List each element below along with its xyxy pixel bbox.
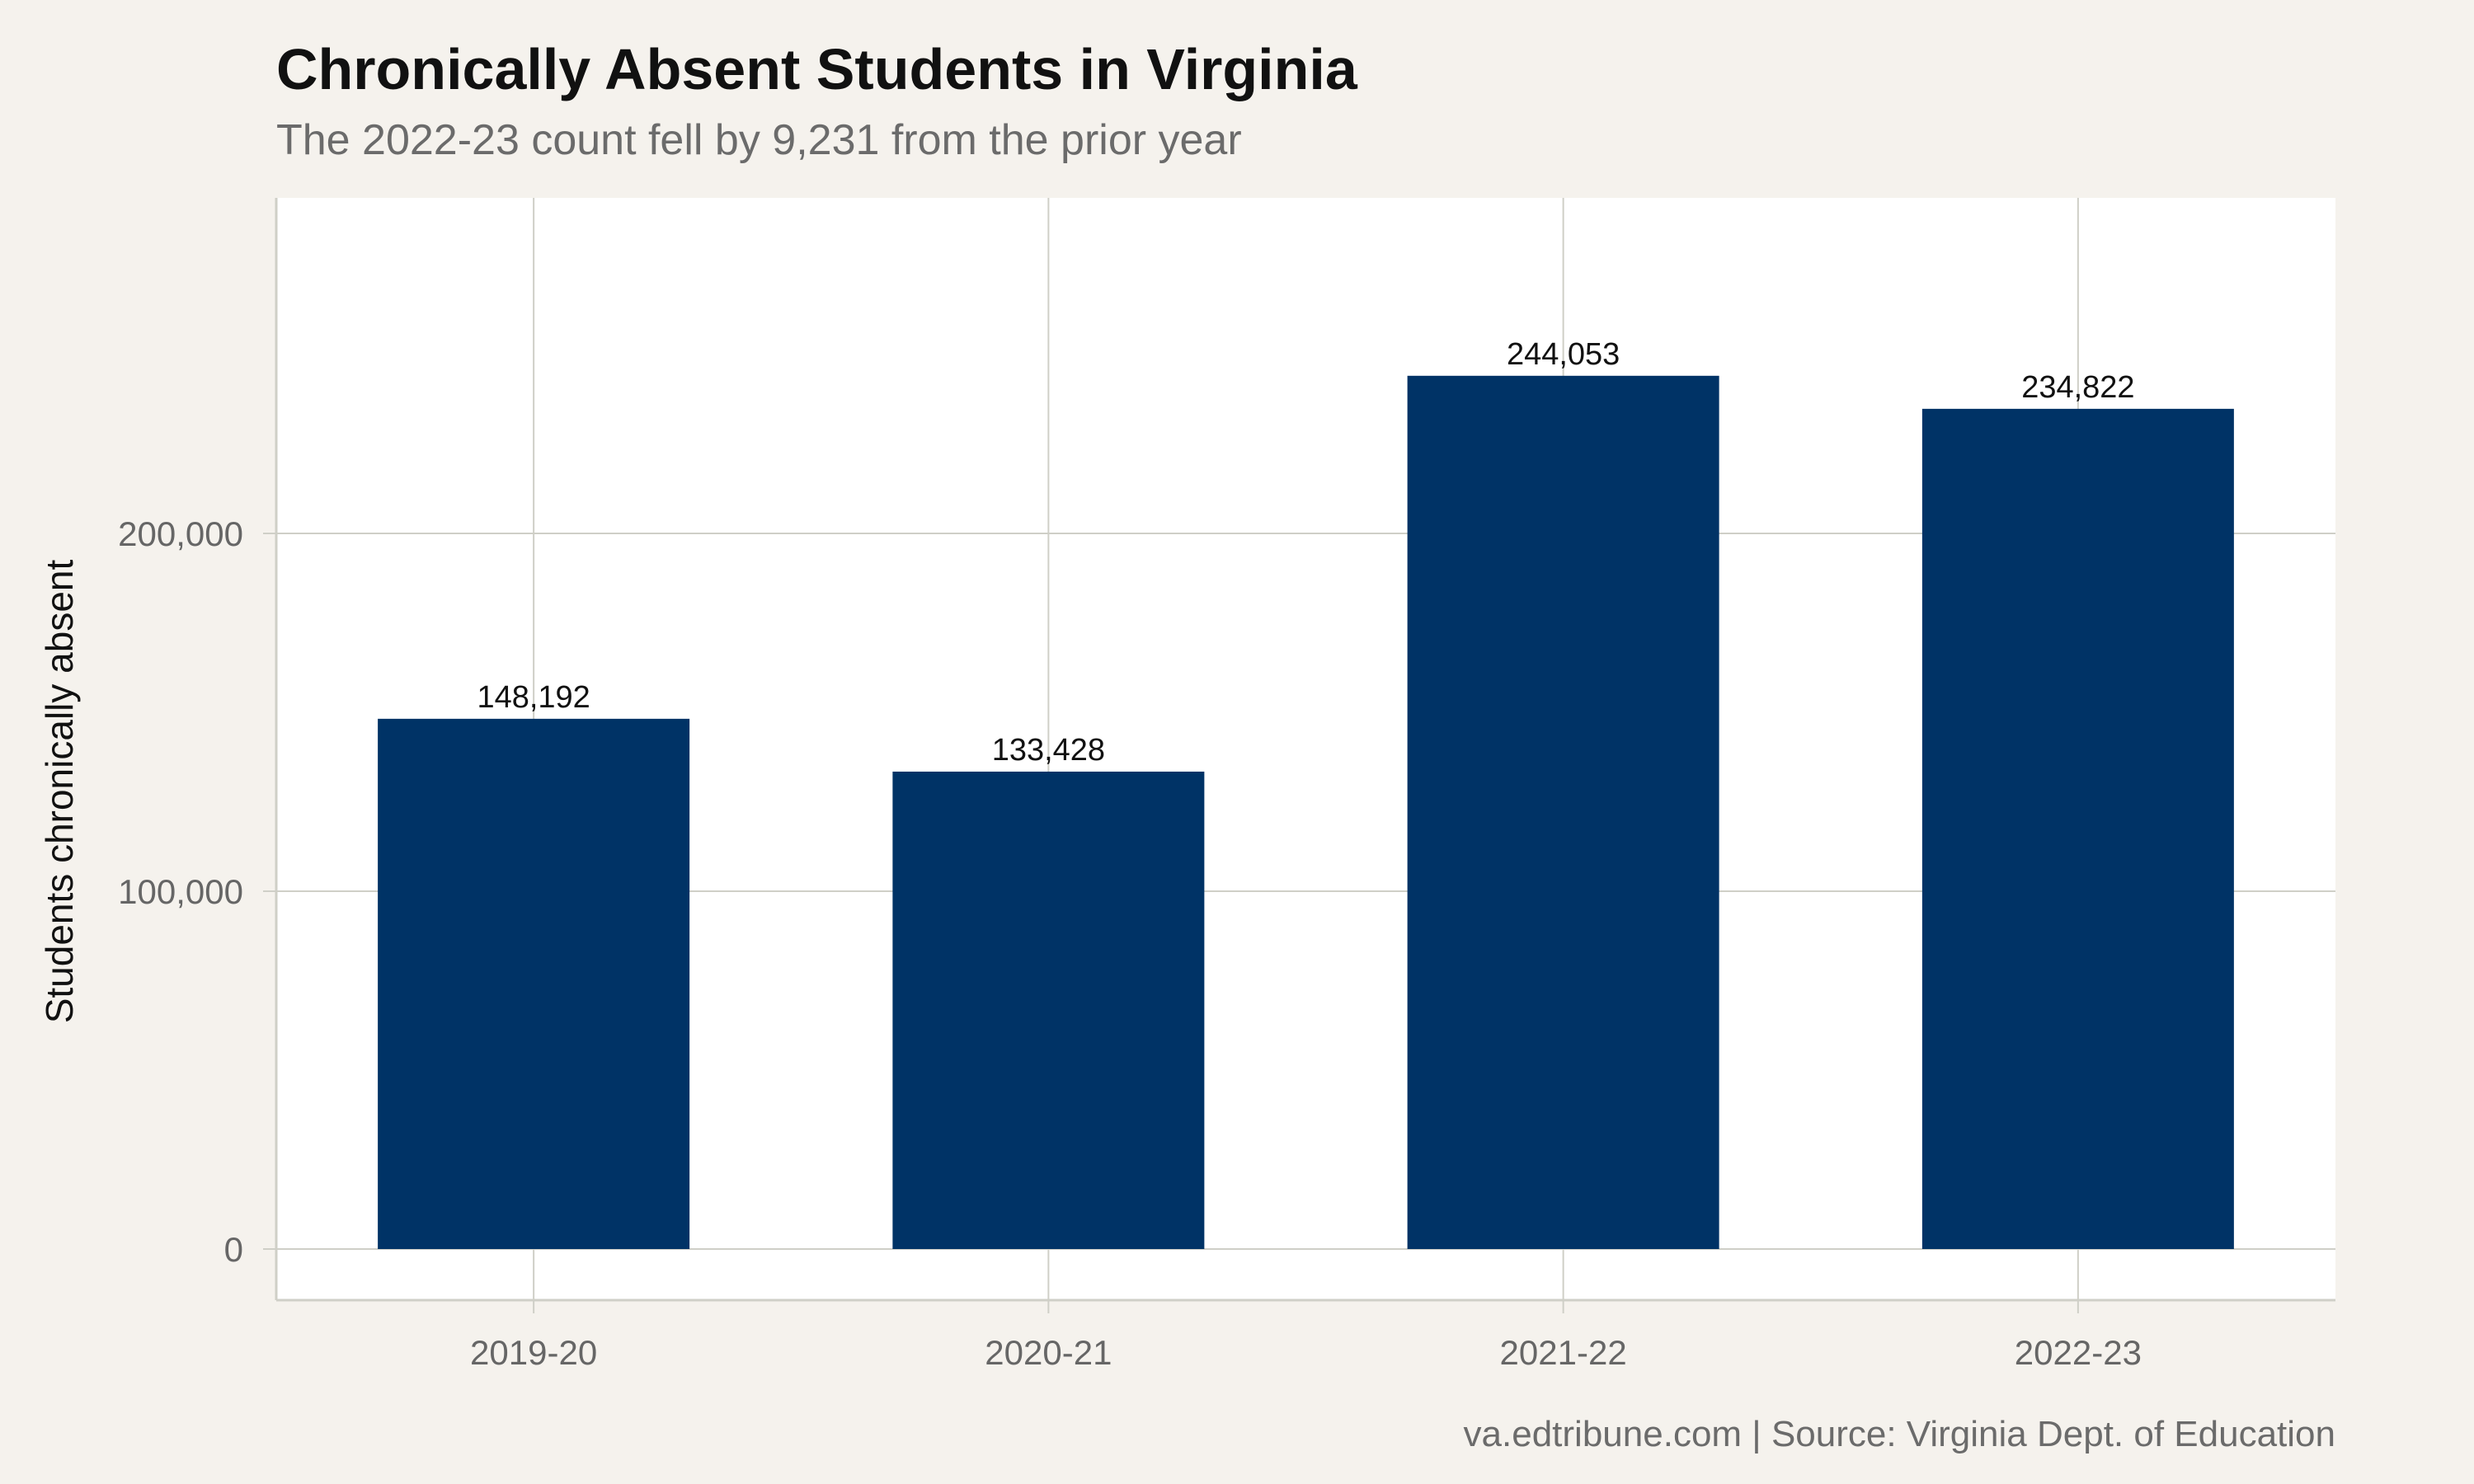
y-axis-title: Students chronically absent [38, 560, 81, 1024]
y-tick-label: 200,000 [118, 514, 243, 553]
bar-value-label: 133,428 [992, 733, 1105, 768]
axes [263, 198, 2335, 1313]
bar [378, 718, 690, 1249]
y-tick-label: 0 [224, 1230, 243, 1269]
x-tick-label: 2021-22 [1500, 1333, 1627, 1372]
bar [1407, 375, 1719, 1250]
chart-subtitle: The 2022-23 count fell by 9,231 from the… [276, 116, 1242, 164]
bar-value-label: 244,053 [1507, 337, 1620, 372]
bars [378, 375, 2234, 1250]
y-tick-label: 100,000 [118, 872, 243, 911]
bar-value-label: 148,192 [477, 680, 590, 715]
source-caption: va.edtribune.com | Source: Virginia Dept… [1463, 1414, 2335, 1454]
chart-title: Chronically Absent Students in Virginia [276, 37, 1357, 101]
bar [892, 771, 1205, 1249]
labels: 0 100,000 200,000 148,192 2019-20 133,428 2020… [118, 337, 2142, 1372]
bar-value-label: 234,822 [2021, 370, 2134, 405]
x-tick-label: 2019-20 [470, 1333, 597, 1372]
x-tick-label: 2020-21 [985, 1333, 1112, 1372]
bar [1921, 408, 2234, 1249]
x-tick-label: 2022-23 [2015, 1333, 2142, 1372]
